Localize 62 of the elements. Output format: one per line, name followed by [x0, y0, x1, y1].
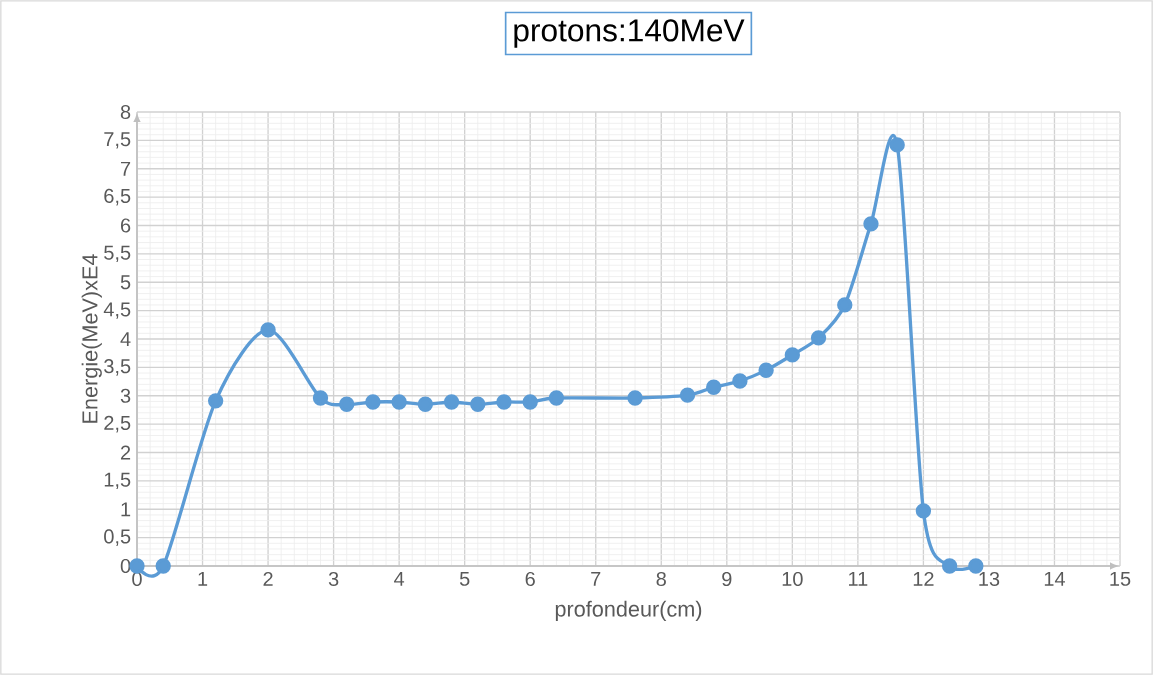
- point: [470, 396, 486, 412]
- x-tick-label: 8: [656, 571, 666, 587]
- y-tick-label: 3,5: [104, 359, 131, 376]
- point: [365, 394, 381, 410]
- y-tick-label: 4,5: [103, 302, 131, 319]
- point: [522, 394, 538, 410]
- point: [417, 396, 434, 412]
- point: [207, 393, 224, 409]
- point: [443, 394, 460, 410]
- x-tick-label: 10: [782, 571, 803, 587]
- y-tick-label: 8: [120, 104, 131, 120]
- point: [915, 503, 932, 519]
- point: [758, 362, 774, 378]
- y-tick-label: 2,5: [104, 415, 131, 433]
- point: [496, 394, 512, 410]
- x-axis-title: profondeur(cm): [555, 600, 702, 622]
- point: [784, 347, 801, 363]
- x-tick-label: 14: [1044, 571, 1065, 586]
- point: [548, 390, 565, 406]
- x-tick-label: 6: [525, 571, 535, 587]
- y-tick-label: 7: [121, 161, 131, 176]
- point: [706, 379, 722, 395]
- x-tick-label: 2: [263, 571, 273, 586]
- point: [941, 558, 958, 574]
- y-tick-label: 1,5: [104, 472, 131, 490]
- x-tick-label: 12: [913, 571, 934, 586]
- x-tick-label: 4: [394, 571, 405, 586]
- y-tick-label: 6,5: [104, 188, 131, 206]
- point: [732, 373, 748, 389]
- point: [889, 137, 905, 153]
- y-tick-label: 5: [120, 275, 131, 290]
- x-tick-label: 15: [1110, 571, 1131, 586]
- y-tick-label: 3: [120, 388, 131, 403]
- y-axis-title: Energie(MeV)xE4: [81, 254, 102, 423]
- y-tick-label: 0,5: [104, 529, 131, 546]
- point: [810, 330, 827, 346]
- y-tick-label: 1: [121, 502, 131, 517]
- x-tick-label: 13: [979, 571, 1000, 587]
- x-tick-label: 5: [459, 571, 470, 586]
- point: [863, 216, 879, 232]
- y-tick-label: 0: [120, 558, 131, 574]
- point: [129, 558, 145, 574]
- point: [837, 297, 853, 313]
- x-tick-label: 1: [198, 571, 208, 586]
- x-tick-label: 9: [722, 571, 732, 587]
- point: [968, 558, 984, 574]
- point: [312, 390, 329, 406]
- x-tick-label: 3: [328, 571, 339, 587]
- point: [339, 396, 355, 412]
- y-tick-label: 6: [121, 218, 131, 233]
- y-tick-label: 4: [120, 332, 131, 346]
- y-tick-label: 5,5: [104, 245, 131, 263]
- x-tick-label: 11: [849, 571, 868, 586]
- point: [260, 322, 276, 338]
- point: [155, 558, 171, 574]
- chart-title: protons:140MeV: [514, 19, 745, 48]
- point: [391, 394, 407, 410]
- point: [627, 390, 643, 406]
- y-tick-label: 2: [120, 445, 131, 460]
- x-tick-label: 7: [591, 571, 601, 586]
- point: [679, 387, 696, 403]
- y-tick-label: 7,5: [104, 132, 131, 149]
